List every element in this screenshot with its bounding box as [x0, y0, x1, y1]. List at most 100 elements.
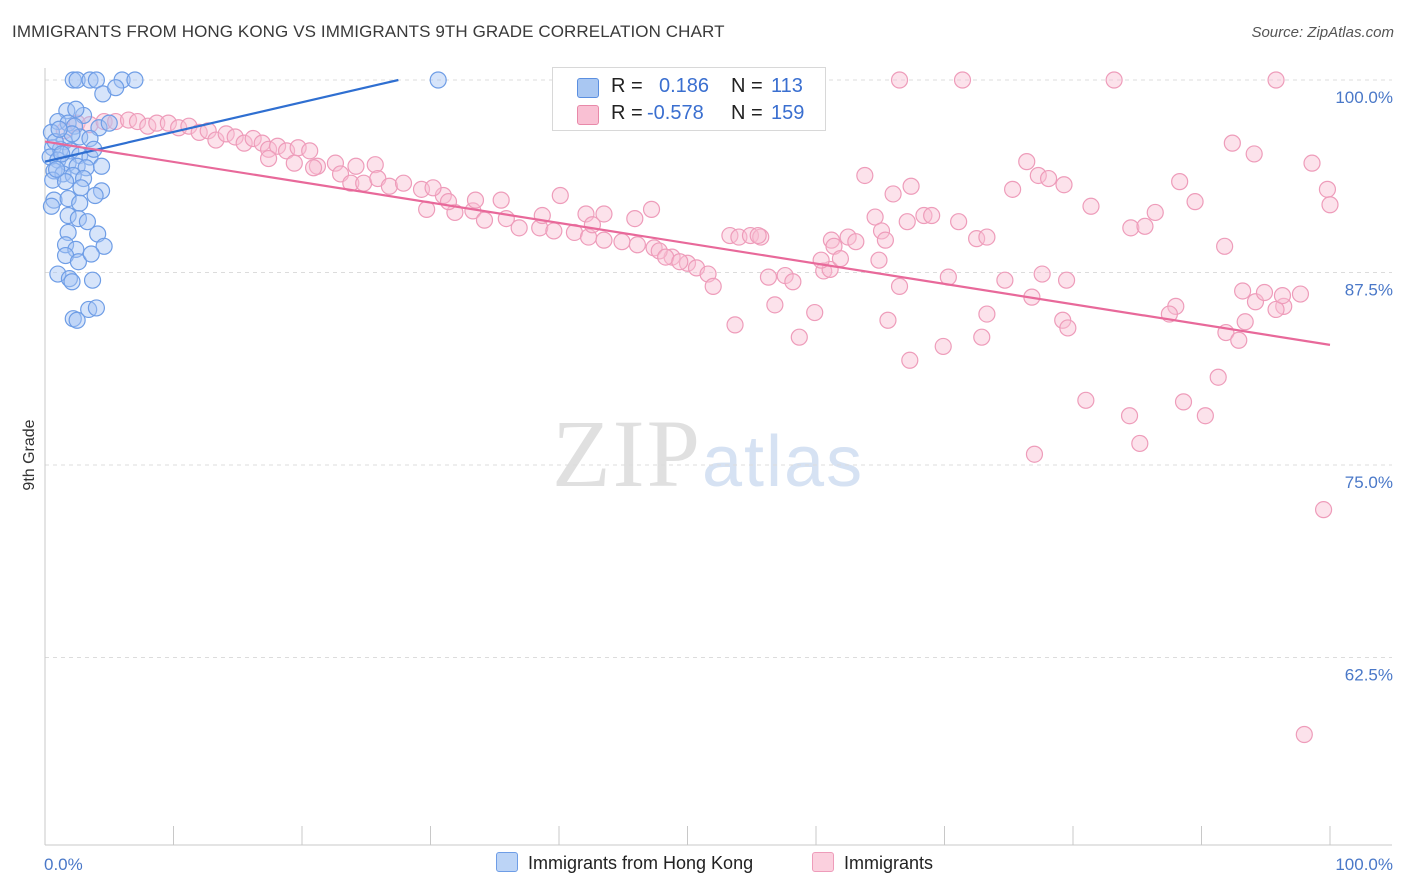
point-immigrants: [870, 251, 888, 269]
point-immigrants: [424, 179, 442, 197]
point-immigrants: [1105, 71, 1123, 89]
point-immigrants: [326, 154, 345, 172]
legend-item-immigrants[interactable]: Immigrants: [812, 852, 933, 874]
point-hong-kong: [87, 299, 106, 317]
point-hong-kong: [47, 160, 66, 178]
point-hong-kong: [81, 71, 99, 89]
point-immigrants: [1318, 180, 1337, 198]
point-immigrants: [1077, 391, 1095, 409]
point-immigrants: [380, 177, 398, 195]
point-hong-kong: [44, 171, 62, 189]
point-immigrants: [1321, 196, 1339, 214]
y-tick-label: 75.0%: [1345, 473, 1393, 492]
point-immigrants: [128, 112, 147, 131]
y-axis-label: 9th Grade: [21, 419, 38, 490]
point-hong-kong: [82, 245, 100, 263]
point-immigrants: [645, 239, 663, 257]
point-immigrants: [595, 231, 613, 249]
point-immigrants: [806, 303, 824, 322]
point-immigrants: [304, 159, 323, 177]
point-immigrants: [1174, 393, 1193, 411]
point-hong-kong: [86, 186, 104, 205]
point-immigrants: [301, 142, 319, 160]
point-immigrants: [285, 154, 303, 172]
point-immigrants: [749, 226, 767, 245]
point-immigrants: [217, 125, 235, 143]
point-immigrants: [898, 213, 916, 231]
legend-label: Immigrants: [844, 853, 934, 873]
point-hong-kong: [81, 129, 99, 148]
legend-item-hong-kong[interactable]: Immigrants from Hong Kong: [496, 852, 753, 874]
trend-lines: [44, 78, 1331, 346]
y-tick-label: 100.0%: [1335, 88, 1393, 107]
point-immigrants: [1122, 219, 1140, 237]
series-hong-kong-points: [41, 71, 447, 329]
point-immigrants: [1018, 153, 1036, 171]
point-immigrants: [475, 211, 494, 229]
point-immigrants: [613, 233, 631, 251]
point-hong-kong: [63, 125, 81, 143]
point-immigrants: [595, 205, 613, 223]
point-immigrants: [626, 210, 644, 228]
point-immigrants: [1234, 282, 1252, 300]
point-immigrants: [235, 134, 253, 152]
trend-line-immigrants: [44, 140, 1331, 346]
point-immigrants: [902, 177, 920, 195]
point-immigrants: [766, 296, 784, 314]
point-immigrants: [446, 203, 464, 222]
legend-label: Immigrants from Hong Kong: [528, 853, 754, 873]
y-tick-label: 87.5%: [1345, 281, 1393, 300]
point-hong-kong: [69, 253, 88, 271]
axes: [44, 68, 1392, 846]
point-hong-kong: [64, 71, 82, 89]
x-tick-label: 0.0%: [44, 855, 83, 874]
point-immigrants: [642, 200, 661, 218]
point-immigrants: [342, 174, 360, 192]
legend-n-value: 159: [771, 102, 805, 124]
point-immigrants: [259, 149, 278, 168]
point-immigrants: [366, 156, 384, 174]
point-immigrants: [1055, 176, 1073, 194]
point-immigrants: [1273, 287, 1292, 305]
point-immigrants: [259, 140, 278, 158]
point-immigrants: [1057, 271, 1076, 289]
point-immigrants: [847, 233, 865, 251]
point-immigrants: [510, 219, 528, 237]
point-immigrants: [1246, 293, 1265, 311]
series-immigrants-points: [55, 71, 1339, 744]
point-hong-kong: [56, 173, 75, 191]
point-immigrants: [347, 157, 365, 175]
point-immigrants: [1291, 285, 1310, 303]
point-hong-kong: [60, 270, 79, 288]
point-immigrants: [1186, 193, 1204, 211]
y-tick-label: 62.5%: [1345, 666, 1393, 685]
point-immigrants: [268, 137, 287, 155]
point-immigrants: [950, 213, 968, 231]
point-hong-kong: [100, 114, 118, 132]
point-hong-kong: [92, 157, 111, 175]
watermark-atlas: atlas: [702, 422, 865, 502]
point-immigrants: [953, 71, 972, 89]
point-hong-kong: [50, 120, 68, 138]
point-immigrants: [466, 191, 485, 209]
point-immigrants: [1004, 180, 1022, 198]
x-tick-label: 100.0%: [1335, 855, 1393, 874]
point-immigrants: [815, 262, 833, 280]
point-immigrants: [492, 191, 510, 209]
point-immigrants: [139, 117, 157, 135]
point-hong-kong: [429, 71, 447, 89]
point-immigrants: [726, 316, 744, 334]
point-immigrants: [1025, 445, 1044, 463]
point-immigrants: [866, 208, 884, 226]
point-immigrants: [1029, 166, 1047, 185]
legend-n-label: N =: [731, 102, 763, 124]
point-immigrants: [1314, 501, 1333, 519]
chart-title: IMMIGRANTS FROM HONG KONG VS IMMIGRANTS …: [12, 22, 725, 41]
legend-r-value: -0.578: [647, 102, 704, 124]
point-immigrants: [1230, 331, 1248, 349]
point-immigrants: [890, 71, 909, 89]
point-immigrants: [890, 277, 909, 295]
point-immigrants: [1059, 319, 1077, 337]
watermark: ZIPatlas: [552, 398, 864, 509]
